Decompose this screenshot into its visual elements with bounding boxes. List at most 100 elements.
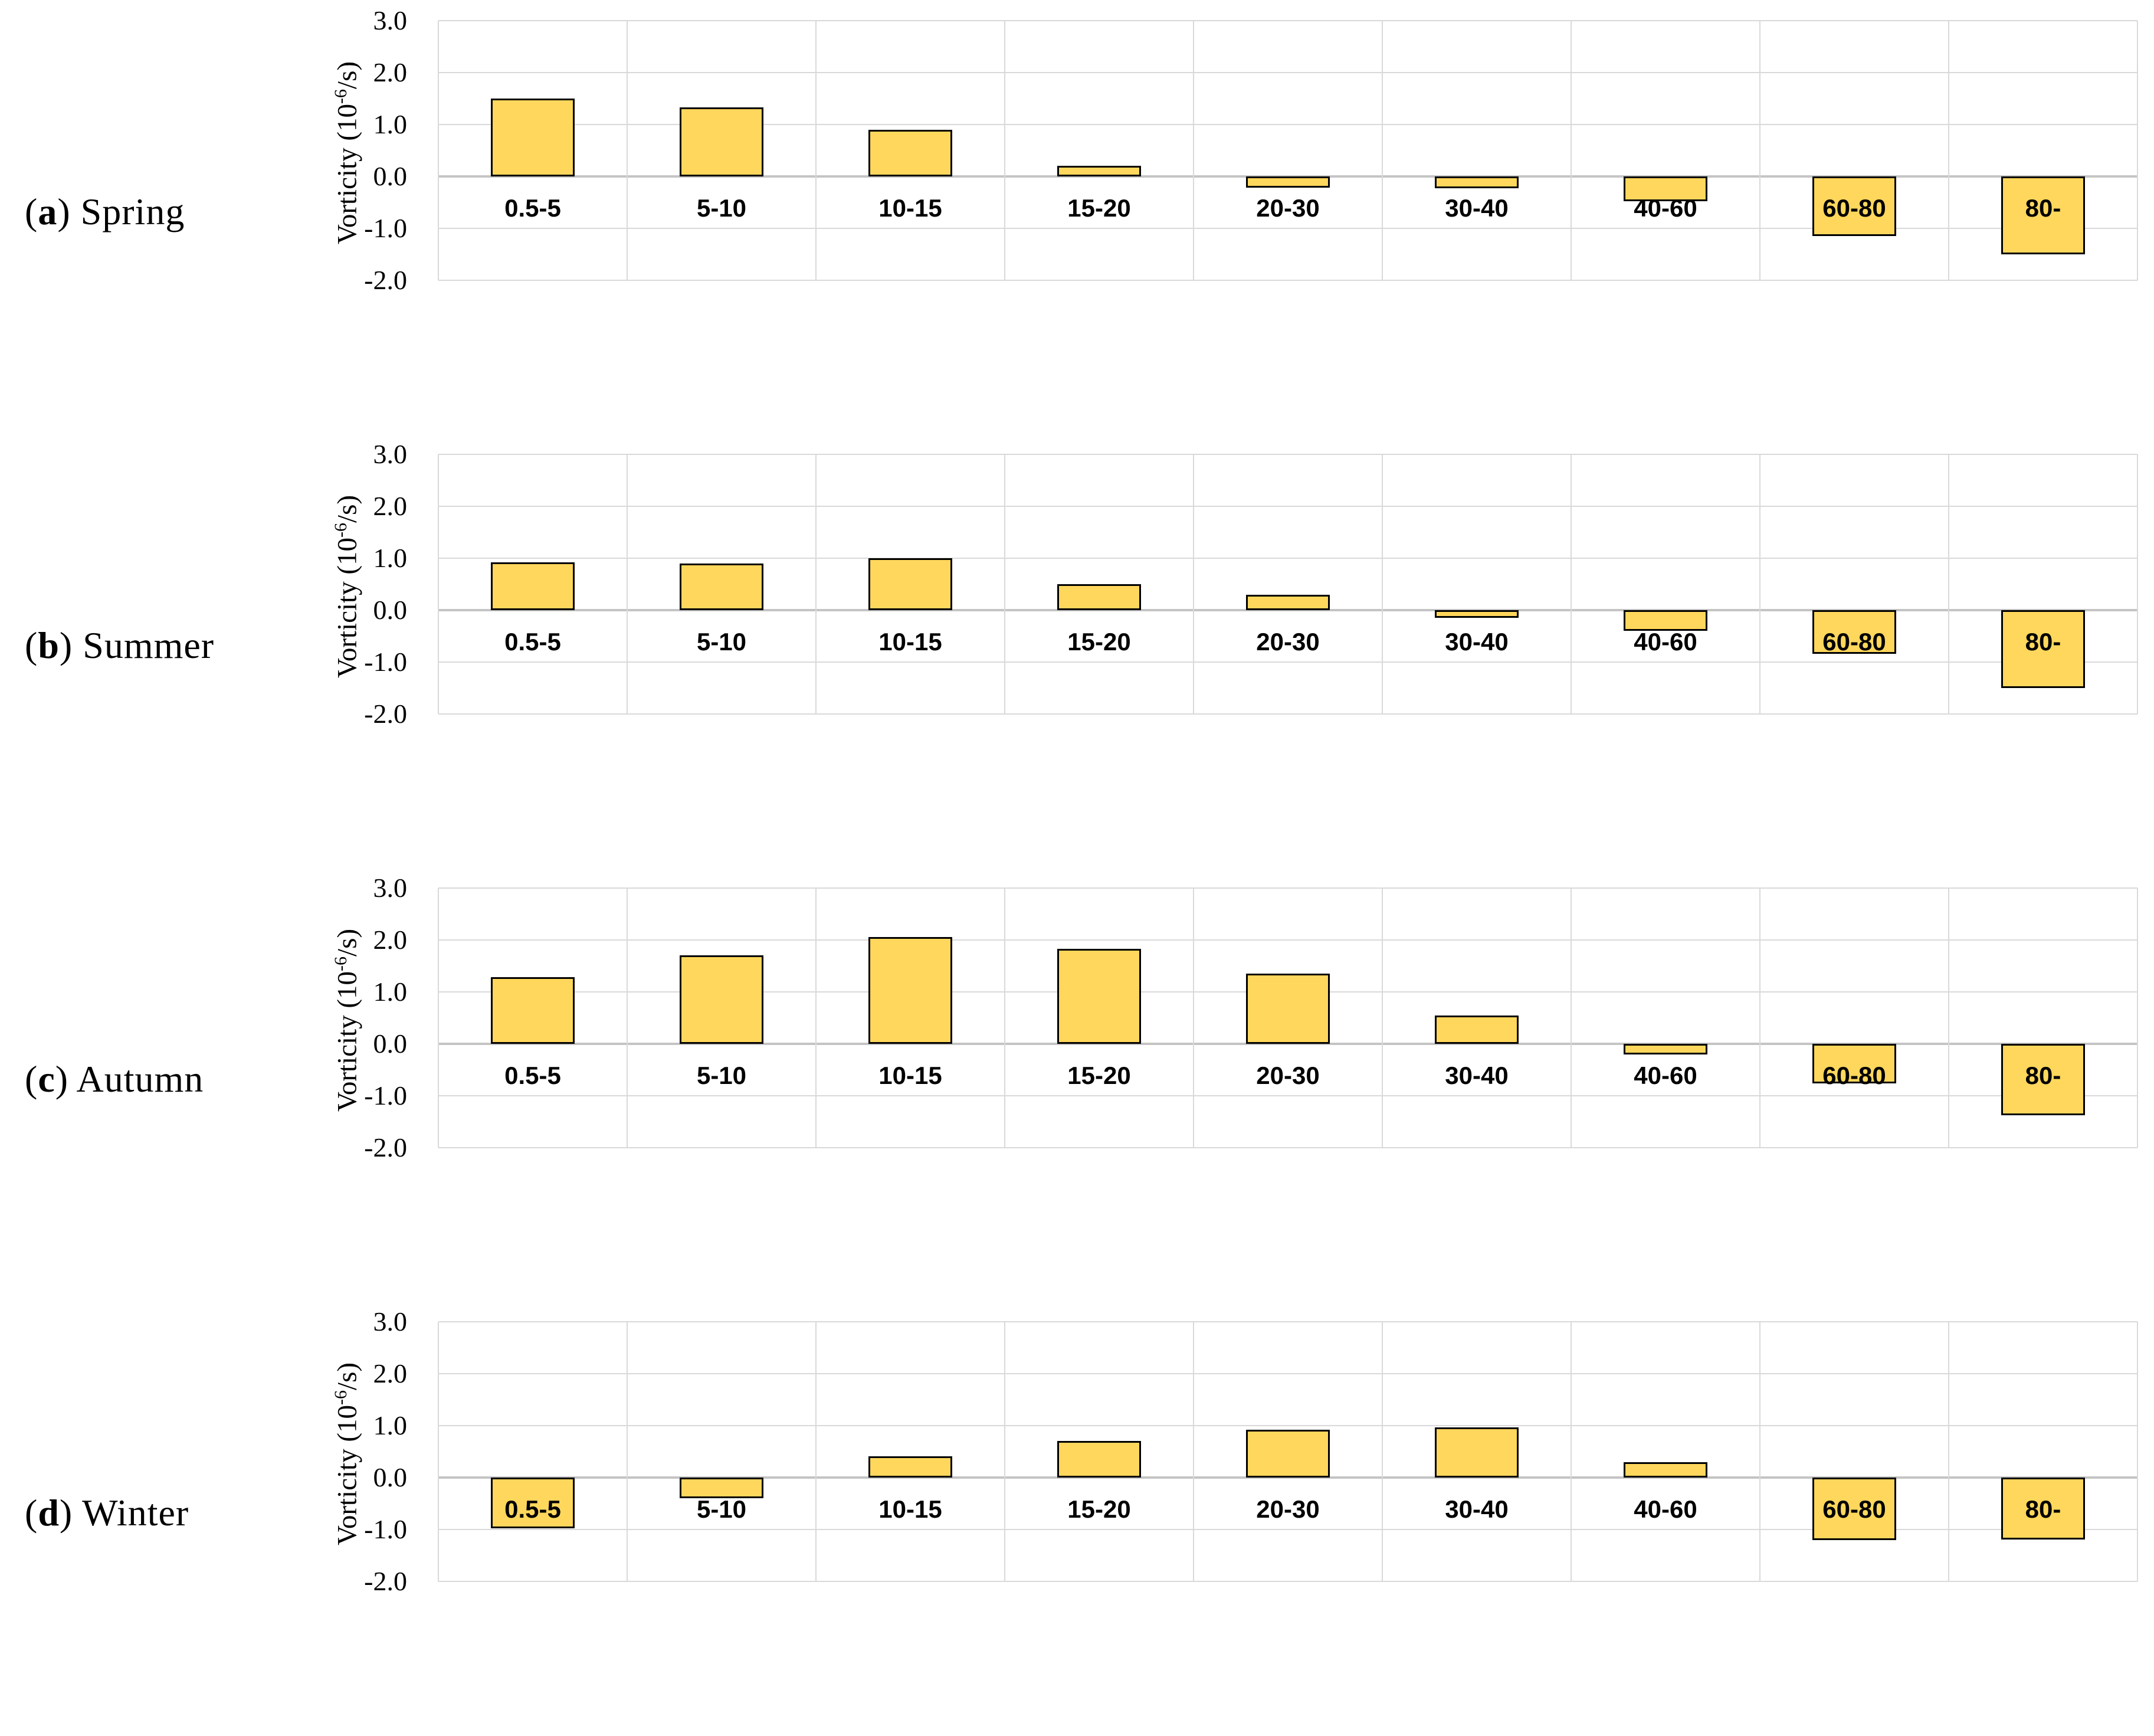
y-tick-label: 3.0 xyxy=(373,439,408,469)
vertical-gridline xyxy=(1759,888,1760,1148)
horizontal-gridline xyxy=(438,1147,2137,1148)
vertical-gridline xyxy=(1759,1322,1760,1581)
category-label: 80- xyxy=(2025,1062,2061,1089)
horizontal-gridline xyxy=(438,72,2137,73)
panel-label-letter: b xyxy=(38,624,60,666)
category-label: 30-40 xyxy=(1445,194,1509,222)
y-tick-label: 1.0 xyxy=(373,543,408,573)
vertical-gridline xyxy=(2137,21,2138,280)
category-label: 40-60 xyxy=(1634,1495,1697,1523)
category-label: 10-15 xyxy=(878,628,942,656)
vertical-gridline xyxy=(1948,888,1949,1148)
category-label: 5-10 xyxy=(696,1495,747,1523)
horizontal-gridline xyxy=(438,124,2137,125)
horizontal-gridline xyxy=(438,20,2137,21)
panel-label-paren-open: ( xyxy=(25,1058,38,1100)
bar-10-15 xyxy=(868,558,952,610)
panel-label-paren-open: ( xyxy=(25,1492,38,1534)
panel-label-paren-open: ( xyxy=(25,191,38,232)
panel-label: (c) Autumn xyxy=(25,1057,204,1101)
vertical-gridline xyxy=(627,21,628,280)
vertical-gridline xyxy=(1193,888,1194,1148)
category-label: 0.5-5 xyxy=(504,1495,561,1523)
category-label: 60-80 xyxy=(1822,628,1886,656)
category-label: 30-40 xyxy=(1445,1062,1509,1089)
horizontal-gridline xyxy=(438,280,2137,281)
vertical-gridline xyxy=(1193,454,1194,714)
panel-label-letter: a xyxy=(38,191,58,232)
y-tick-label: 3.0 xyxy=(373,1306,408,1337)
vertical-gridline xyxy=(627,888,628,1148)
panel-label: (b) Summer xyxy=(25,624,214,667)
panel-label-paren-close: ) xyxy=(55,1058,77,1100)
y-tick-label: 1.0 xyxy=(373,977,408,1007)
bar-20-30 xyxy=(1246,594,1330,610)
y-tick-label: 0.0 xyxy=(373,595,408,625)
y-tick-label: -1.0 xyxy=(364,1514,407,1544)
y-tick-label: -1.0 xyxy=(364,213,407,243)
chart-panel-summer: (b) Summer Vorticity (10-6/s) 0.5-5 5-10 1… xyxy=(0,434,2154,867)
bar-10-15 xyxy=(868,129,952,176)
zero-axis-line xyxy=(438,609,2137,611)
vertical-gridline xyxy=(2137,888,2138,1148)
category-label: 40-60 xyxy=(1634,628,1697,656)
bar-40-60 xyxy=(1624,610,1707,631)
horizontal-gridline xyxy=(438,661,2137,663)
zero-axis-line xyxy=(438,1476,2137,1479)
bar-0.5-5 xyxy=(491,562,575,610)
horizontal-gridline xyxy=(438,1095,2137,1096)
panel-label: (a) Spring xyxy=(25,190,185,234)
category-label: 20-30 xyxy=(1256,194,1320,222)
plot-area: 0.5-5 5-10 10-15 15-20 20-30 30-40 40-60 60-80 8… xyxy=(438,887,2138,1148)
panel-label: (d) Winter xyxy=(25,1491,189,1535)
vertical-gridline xyxy=(1759,21,1760,280)
panel-label-season: Spring xyxy=(80,191,185,232)
category-label: 0.5-5 xyxy=(504,628,561,656)
vertical-gridline xyxy=(815,21,817,280)
bar-80- xyxy=(2001,1044,2085,1115)
bar-20-30 xyxy=(1246,176,1330,188)
vertical-gridline xyxy=(1571,454,1572,714)
bar-15-20 xyxy=(1057,1440,1141,1478)
category-label: 80- xyxy=(2025,1495,2061,1523)
bar-60-80 xyxy=(1812,1044,1896,1083)
y-tick-label: 3.0 xyxy=(373,5,408,35)
vertical-gridline xyxy=(627,454,628,714)
category-label: 30-40 xyxy=(1445,628,1509,656)
bar-0.5-5 xyxy=(491,977,575,1044)
vertical-gridline xyxy=(815,1322,817,1581)
y-tick-label: -2.0 xyxy=(364,265,407,295)
vertical-gridline xyxy=(438,454,439,714)
bar-15-20 xyxy=(1057,166,1141,176)
y-tick-label: -2.0 xyxy=(364,1132,407,1162)
horizontal-gridline xyxy=(438,939,2137,941)
bar-80- xyxy=(2001,176,2085,254)
vertical-gridline xyxy=(1948,21,1949,280)
horizontal-gridline xyxy=(438,1529,2137,1530)
chart-panel-spring: (a) Spring Vorticity (10-6/s) 0.5-5 5-10 1… xyxy=(0,0,2154,434)
vertical-gridline xyxy=(815,454,817,714)
vertical-gridline xyxy=(1382,454,1383,714)
y-tick-label: 0.0 xyxy=(373,161,408,191)
vertical-gridline xyxy=(438,888,439,1148)
y-tick-label: 0.0 xyxy=(373,1029,408,1059)
vertical-gridline xyxy=(438,1322,439,1581)
y-tick-label: -1.0 xyxy=(364,1080,407,1111)
category-label: 40-60 xyxy=(1634,194,1697,222)
bar-30-40 xyxy=(1435,176,1519,189)
horizontal-gridline xyxy=(438,713,2137,715)
vertical-gridline xyxy=(1759,454,1760,714)
category-label: 15-20 xyxy=(1067,628,1131,656)
bar-30-40 xyxy=(1435,610,1519,618)
panel-label-season: Autumn xyxy=(76,1058,204,1100)
horizontal-gridline xyxy=(438,887,2137,889)
panel-label-paren-open: ( xyxy=(25,624,38,666)
bar-5-10 xyxy=(680,955,763,1044)
y-tick-label: -1.0 xyxy=(364,647,407,677)
panel-label-paren-close: ) xyxy=(59,1492,83,1534)
y-tick-label: -2.0 xyxy=(364,699,407,729)
vertical-gridline xyxy=(1004,454,1005,714)
bar-40-60 xyxy=(1624,1462,1707,1478)
vertical-gridline xyxy=(1382,1322,1383,1581)
bar-10-15 xyxy=(868,936,952,1044)
